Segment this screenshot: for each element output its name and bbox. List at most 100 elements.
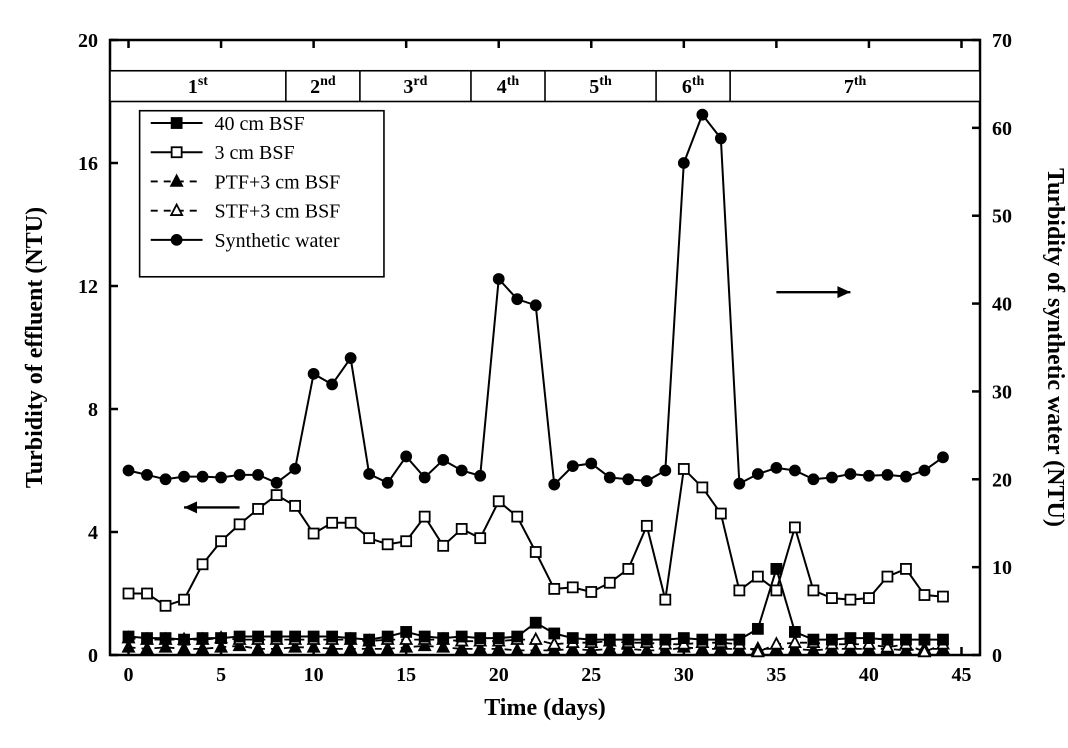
series-marker-s40 (253, 632, 263, 642)
series-marker-s40 (475, 633, 485, 643)
yl-axis-label: Turbidity of effluent (NTU) (22, 207, 48, 488)
series-marker-s40 (827, 635, 837, 645)
series-marker-s3 (901, 564, 911, 574)
series-line-s40 (129, 569, 943, 640)
series-marker-s3 (401, 536, 411, 546)
x-tick-label: 5 (216, 664, 226, 686)
series-marker-sSYN (808, 474, 818, 484)
series-marker-sSYN (734, 479, 744, 489)
series-marker-s3 (845, 595, 855, 605)
series-marker-s40 (124, 632, 134, 642)
series-marker-sSYN (679, 158, 689, 168)
series-marker-sSYN (771, 463, 781, 473)
series-marker-s3 (253, 504, 263, 514)
series-marker-s3 (642, 521, 652, 531)
series-marker-s40 (753, 624, 763, 634)
right-axis-arrow-head (837, 286, 850, 298)
chart-svg: 051015202530354045Time (days)048121620Tu… (0, 0, 1068, 748)
series-marker-s3 (771, 585, 781, 595)
series-marker-s3 (864, 593, 874, 603)
series-marker-s3 (512, 512, 522, 522)
series-marker-s40 (364, 635, 374, 645)
yr-tick-label: 50 (992, 206, 1012, 228)
series-marker-sSYN (253, 470, 263, 480)
series-marker-s40 (457, 632, 467, 642)
series-marker-sSYN (790, 466, 800, 476)
series-marker-sSYN (882, 470, 892, 480)
yr-tick-label: 20 (992, 469, 1012, 491)
series-marker-s3 (272, 490, 282, 500)
series-marker-sSYN (383, 478, 393, 488)
legend-label: STF+3 cm BSF (215, 201, 341, 223)
yr-tick-label: 40 (992, 294, 1012, 316)
series-marker-s3 (235, 519, 245, 529)
series-marker-sSYN (716, 133, 726, 143)
series-marker-s3 (327, 518, 337, 528)
legend-marker (172, 235, 182, 245)
yr-tick-label: 30 (992, 381, 1012, 403)
series-marker-s40 (198, 633, 208, 643)
series-marker-s3 (216, 536, 226, 546)
series-marker-sSYN (586, 458, 596, 468)
series-marker-s3 (420, 512, 430, 522)
series-marker-sSYN (568, 461, 578, 471)
series-marker-s40 (494, 633, 504, 643)
series-marker-s40 (531, 618, 541, 628)
series-marker-s3 (161, 601, 171, 611)
legend-label: PTF+3 cm BSF (215, 171, 341, 193)
series-marker-s40 (771, 564, 781, 574)
series-marker-sSYN (642, 476, 652, 486)
series-marker-s3 (697, 482, 707, 492)
series-marker-s3 (494, 496, 504, 506)
series-marker-sSYN (124, 466, 134, 476)
series-marker-s3 (605, 578, 615, 588)
series-marker-sSYN (364, 469, 374, 479)
series-marker-sSYN (475, 471, 485, 481)
x-tick-label: 10 (304, 664, 324, 686)
series-marker-s40 (808, 635, 818, 645)
series-marker-s3 (568, 582, 578, 592)
series-marker-s40 (623, 635, 633, 645)
series-marker-s40 (401, 627, 411, 637)
series-marker-sSYN (845, 469, 855, 479)
series-marker-sSYN (309, 369, 319, 379)
series-marker-sSYN (531, 300, 541, 310)
series-marker-s40 (142, 633, 152, 643)
series-marker-sSYN (346, 353, 356, 363)
series-marker-s40 (734, 635, 744, 645)
series-marker-s40 (383, 632, 393, 642)
series-marker-s3 (364, 533, 374, 543)
legend-label: Synthetic water (215, 230, 340, 252)
series-line-s3 (129, 469, 943, 606)
series-marker-sSYN (901, 472, 911, 482)
series-marker-s40 (420, 632, 430, 642)
series-marker-sSYN (235, 470, 245, 480)
series-marker-s40 (790, 627, 800, 637)
x-tick-label: 35 (766, 664, 786, 686)
series-marker-s3 (290, 501, 300, 511)
left-axis-arrow-head (184, 501, 197, 513)
series-marker-sSYN (938, 452, 948, 462)
series-marker-sSYN (198, 472, 208, 482)
series-marker-sSYN (457, 466, 467, 476)
series-marker-s3 (827, 593, 837, 603)
series-marker-s3 (179, 595, 189, 605)
series-marker-s40 (864, 633, 874, 643)
yl-tick-label: 4 (88, 522, 98, 544)
series-marker-s3 (938, 592, 948, 602)
series-marker-s3 (919, 590, 929, 600)
turbidity-dual-axis-chart: 051015202530354045Time (days)048121620Tu… (0, 0, 1068, 748)
series-marker-sSYN (216, 473, 226, 483)
series-marker-sSYN (290, 464, 300, 474)
series-marker-s3 (142, 589, 152, 599)
yr-tick-label: 60 (992, 118, 1012, 140)
series-marker-sSYN (605, 473, 615, 483)
yl-tick-label: 12 (78, 276, 98, 298)
series-marker-sSYN (827, 473, 837, 483)
yl-tick-label: 20 (78, 30, 98, 52)
series-marker-s40 (327, 632, 337, 642)
series-marker-s3 (734, 585, 744, 595)
series-marker-s3 (309, 529, 319, 539)
series-marker-s40 (161, 633, 171, 643)
series-marker-s3 (679, 464, 689, 474)
